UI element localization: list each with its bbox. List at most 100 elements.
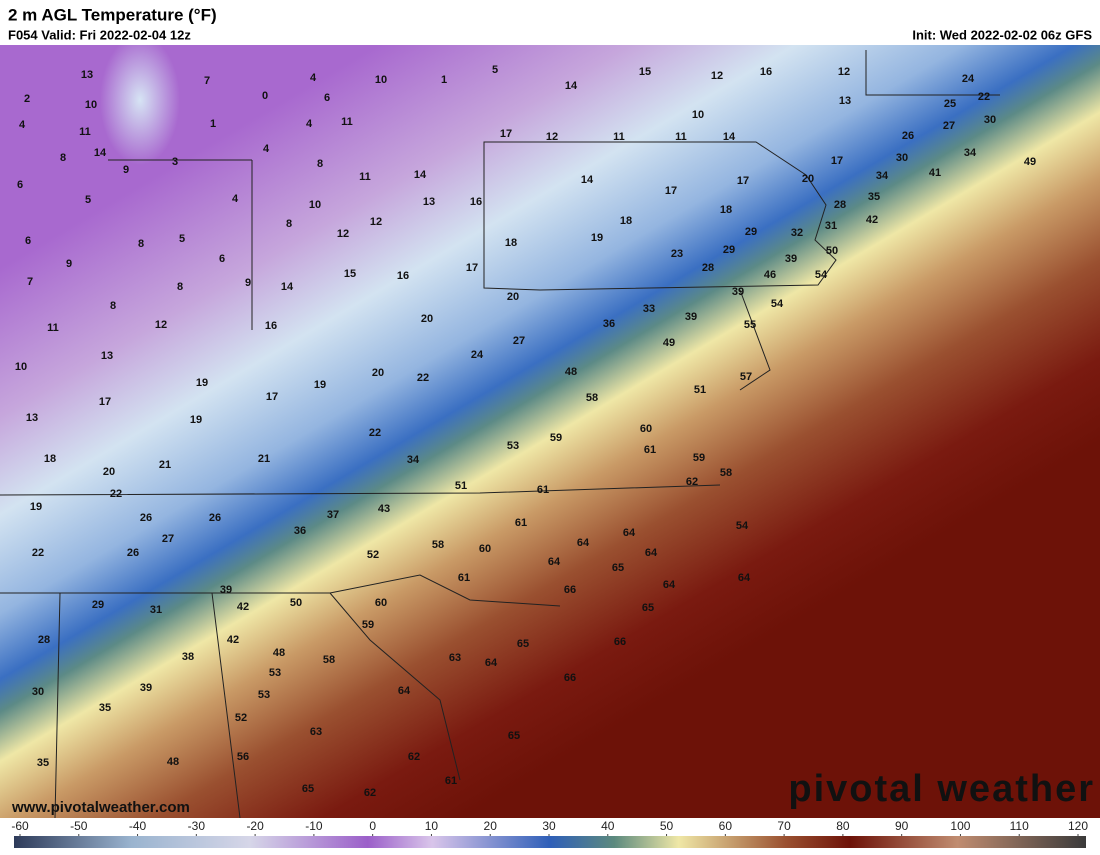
temperature-label: 11: [359, 171, 371, 183]
temperature-label: 16: [470, 196, 482, 208]
temperature-label: 20: [421, 313, 433, 325]
temperature-label: 55: [744, 319, 756, 331]
temperature-label: 66: [614, 636, 626, 648]
watermark: www.pivotalweather.com: [11, 799, 190, 816]
temperature-label: 64: [663, 579, 676, 591]
temperature-label: 61: [537, 484, 549, 496]
colorbar-tick-label: -50: [70, 819, 88, 833]
temperature-label: 54: [815, 269, 828, 281]
temperature-label: 3: [172, 156, 178, 168]
temperature-label: 12: [546, 131, 558, 143]
temperature-label: 14: [581, 174, 594, 186]
temperature-label: 8: [177, 281, 183, 293]
temperature-label: 12: [337, 228, 349, 240]
temperature-label: 25: [944, 98, 956, 110]
valid-time: F054 Valid: Fri 2022-02-04 12z: [8, 27, 191, 42]
temperature-label: 29: [723, 244, 735, 256]
temperature-label: 30: [32, 686, 44, 698]
temperature-label: 1: [441, 74, 447, 86]
temperature-label: 24: [962, 73, 975, 85]
temperature-label: 13: [423, 196, 435, 208]
temperature-label: 21: [258, 453, 270, 465]
temperature-label: 11: [47, 322, 59, 334]
temperature-label: 50: [290, 597, 302, 609]
temperature-label: 52: [235, 712, 247, 724]
temperature-label: 38: [182, 651, 194, 663]
temperature-label: 11: [613, 131, 625, 143]
temperature-label: 26: [209, 512, 221, 524]
colorbar-tick-label: -40: [129, 819, 147, 833]
temperature-label: 62: [364, 787, 376, 799]
colorbar-tick-label: 110: [1010, 819, 1029, 833]
temperature-label: 58: [720, 467, 732, 479]
temperature-label: 31: [150, 604, 162, 616]
colorbar-tick-label: -30: [188, 819, 206, 833]
temperature-label: 50: [826, 245, 838, 257]
temperature-label: 19: [190, 414, 202, 426]
temperature-label: 54: [771, 298, 784, 310]
temperature-label: 10: [15, 361, 27, 373]
temperature-label: 61: [458, 572, 470, 584]
temperature-label: 12: [155, 319, 167, 331]
temperature-label: 60: [375, 597, 387, 609]
temperature-label: 22: [369, 427, 381, 439]
temperature-label: 53: [507, 440, 519, 452]
temperature-label: 53: [258, 689, 270, 701]
temperature-label: 19: [30, 501, 42, 513]
temperature-label: 64: [548, 556, 561, 568]
temperature-label: 10: [309, 199, 321, 211]
colorbar-tick-label: 90: [895, 819, 909, 833]
temperature-label: 22: [978, 91, 990, 103]
temperature-label: 12: [838, 66, 850, 78]
lake-michigan: [100, 35, 180, 165]
colorbar-tick-label: 50: [660, 819, 674, 833]
temperature-label: 35: [37, 757, 49, 769]
temperature-label: 13: [81, 69, 93, 81]
temperature-label: 35: [99, 702, 111, 714]
colorbar-tick-label: 120: [1068, 819, 1088, 833]
temperature-label: 18: [44, 453, 56, 465]
temperature-label: 15: [344, 268, 356, 280]
temperature-label: 6: [25, 235, 31, 247]
temperature-label: 17: [665, 185, 677, 197]
temperature-label: 22: [110, 488, 122, 500]
temperature-label: 66: [564, 672, 576, 684]
temperature-label: 10: [692, 109, 704, 121]
temperature-label: 59: [693, 452, 705, 464]
colorbar-tick-label: -10: [305, 819, 323, 833]
temperature-label: 9: [66, 258, 72, 270]
temperature-label: 36: [603, 318, 615, 330]
temperature-label: 17: [99, 396, 111, 408]
temperature-label: 17: [831, 155, 843, 167]
temperature-label: 65: [517, 638, 529, 650]
temperature-label: 65: [302, 783, 314, 795]
temperature-label: 0: [262, 90, 268, 102]
colorbar-tick-label: 70: [777, 819, 791, 833]
temperature-label: 12: [711, 70, 723, 82]
colorbar: [14, 836, 1086, 848]
temperature-label: 17: [466, 262, 478, 274]
colorbar-tick-label: -60: [11, 819, 29, 833]
init-time: Init: Wed 2022-02-02 06z GFS: [912, 27, 1092, 42]
temperature-label: 6: [324, 92, 330, 104]
temperature-label: 48: [167, 756, 179, 768]
temperature-label: 8: [317, 158, 323, 170]
colorbar-tick-label: 20: [484, 819, 498, 833]
temperature-label: 22: [417, 372, 429, 384]
temperature-label: 21: [159, 459, 171, 471]
temperature-label: 61: [445, 775, 457, 787]
temperature-label: 48: [565, 366, 577, 378]
temperature-label: 19: [591, 232, 603, 244]
temperature-label: 27: [513, 335, 525, 347]
temperature-label: 8: [110, 300, 116, 312]
temperature-label: 43: [378, 503, 390, 515]
temperature-label: 66: [564, 584, 576, 596]
temperature-label: 1: [210, 118, 216, 130]
temperature-label: 2: [24, 93, 30, 105]
temperature-label: 30: [896, 152, 908, 164]
temperature-label: 4: [19, 119, 26, 131]
temperature-label: 54: [736, 520, 749, 532]
temperature-label: 49: [663, 337, 675, 349]
temperature-label: 14: [281, 281, 294, 293]
temperature-label: 11: [675, 131, 687, 143]
